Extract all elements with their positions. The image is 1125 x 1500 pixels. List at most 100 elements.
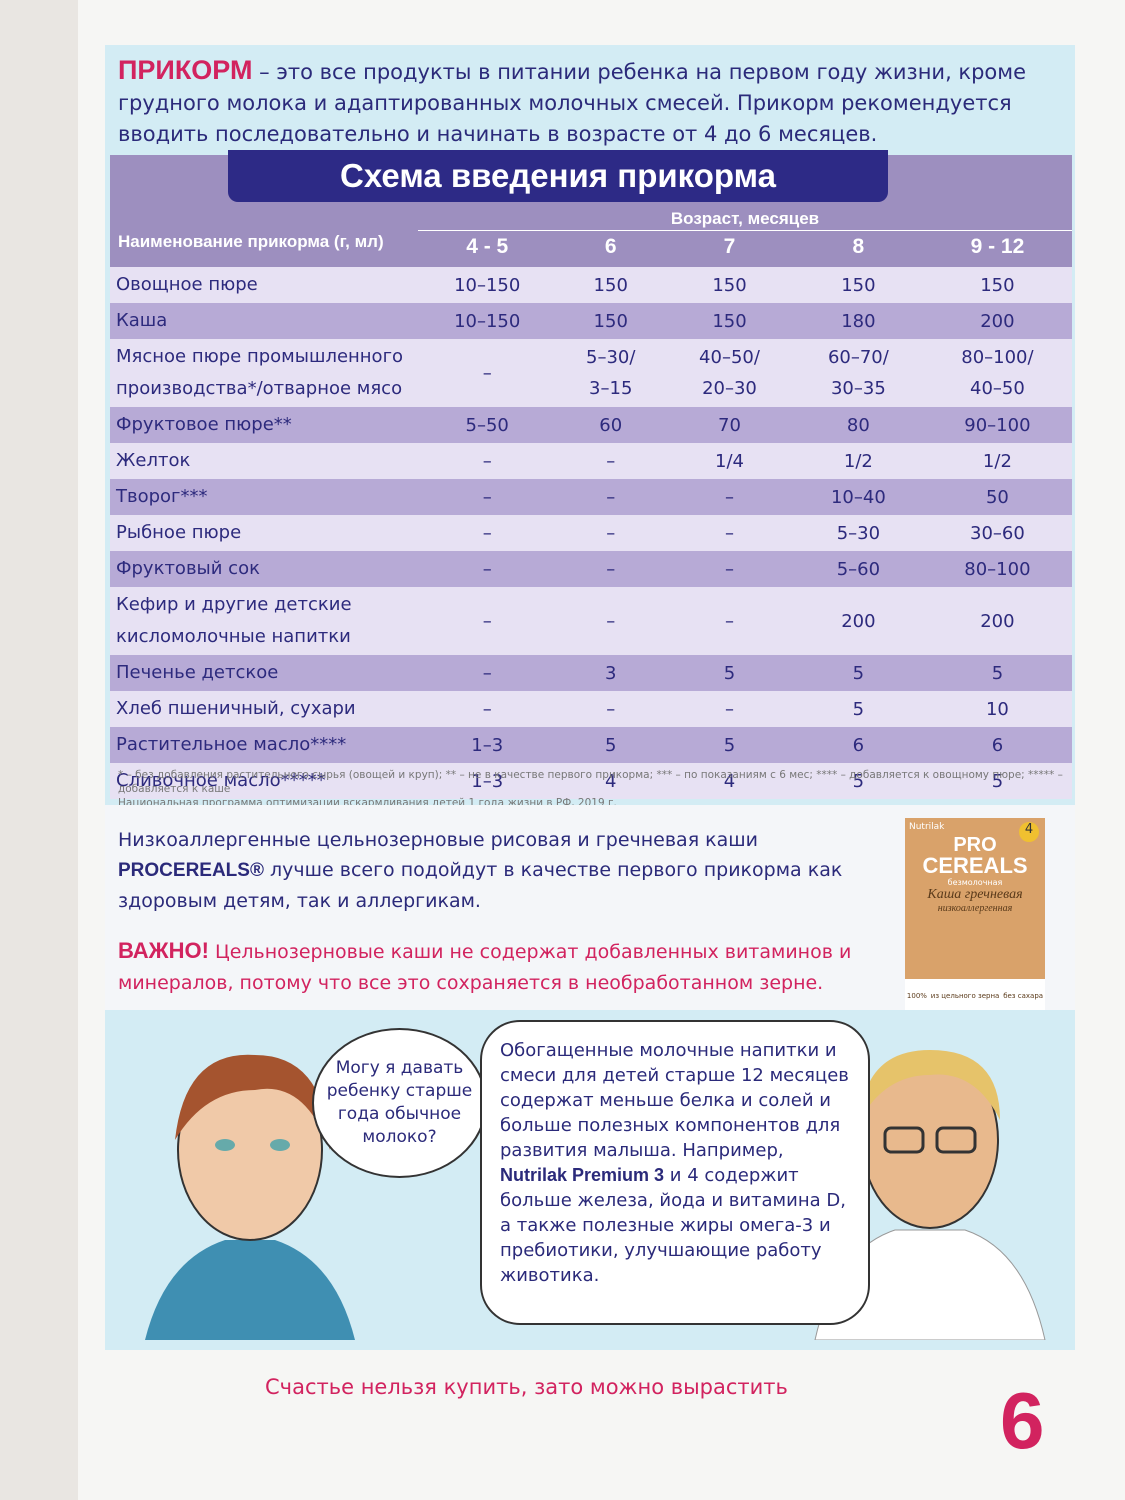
maker: Nutrilak [909, 822, 945, 832]
table-row: Мясное пюре промышленного производства*/… [110, 339, 1072, 407]
woman-hair [175, 1054, 330, 1150]
cell: – [724, 558, 734, 580]
cell: 60–70/ 30–35 [827, 347, 889, 399]
cell: – [482, 522, 492, 544]
cell: 10–40 [830, 486, 886, 508]
age: 7 [723, 235, 736, 258]
name-header: Наименование прикорма (г, мл) [118, 231, 384, 251]
cell: 5–30 [836, 522, 881, 544]
cell: 5 [723, 662, 736, 684]
age: 9 - 12 [970, 235, 1025, 258]
table-row: Хлеб пшеничный, сухари – – – 5 10 [110, 691, 1072, 727]
cell: – [724, 610, 734, 632]
table-row: Желток – – 1/4 1/2 1/2 [110, 443, 1072, 479]
table-row: Кефир и другие детские кисломолочные нап… [110, 587, 1072, 655]
cell: – [606, 558, 616, 580]
cell: 3 [605, 662, 617, 684]
cell: 6 [852, 734, 865, 756]
page-number: 6 [1000, 1376, 1045, 1465]
cell: 5 [852, 662, 865, 684]
cell: 150 [712, 310, 747, 332]
cell: 80 [846, 414, 870, 436]
table-row: Овощное пюре 10–150 150 150 150 150 [110, 267, 1072, 303]
cell: 1/2 [843, 450, 873, 472]
age: 6 [604, 235, 617, 258]
cell: – [606, 610, 616, 632]
row-name: Растительное масло**** [116, 734, 347, 755]
cell: 150 [980, 274, 1015, 296]
row-name: Кефир и другие детские кисломолочные нап… [116, 594, 352, 647]
cell: 5 [852, 698, 865, 720]
cell: 80–100/ 40–50 [961, 347, 1034, 399]
cell: 70 [718, 414, 741, 436]
cereals: CEREALS [922, 853, 1028, 878]
intro: ПРИКОРМ – это все продукты в питании реб… [118, 55, 1068, 150]
cell: 200 [980, 610, 1015, 632]
cell: 150 [593, 274, 628, 296]
cell: 80–100 [964, 558, 1031, 580]
table-row: Фруктовый сок – – – 5–60 80–100 [110, 551, 1072, 587]
ages-row: 4 - 5 6 7 8 9 - 12 [110, 230, 1072, 268]
package-name: Каша гречневая [927, 887, 1023, 902]
age-badge: 4 [1019, 822, 1039, 842]
cell: 150 [712, 274, 747, 296]
eye [270, 1139, 290, 1151]
cell: 6 [991, 734, 1004, 756]
footnote: * – без добавления растительного сырья (… [118, 769, 1063, 795]
cell: 5 [991, 662, 1004, 684]
table-row: Каша 10–150 150 150 180 200 [110, 303, 1072, 339]
age-header: Возраст, месяцев [670, 209, 820, 228]
table-row: Растительное масло**** 1–3 5 5 6 6 [110, 727, 1072, 763]
cell: 5 [991, 770, 1004, 792]
text: и 4 содержит больше железа, йода и витам… [500, 1165, 846, 1286]
cell: 10 [985, 698, 1009, 720]
cell: – [482, 698, 492, 720]
feeding-table: Наименование прикорма (г, мл) Возраст, м… [110, 205, 1072, 799]
cell: 1–3 [471, 734, 504, 756]
cell: 10–150 [454, 310, 521, 332]
cell: – [482, 558, 492, 580]
badge: без сахара [1003, 992, 1044, 1000]
answer-bubble: Обогащенные молочные напитки и смеси для… [480, 1020, 870, 1325]
cell: 90–100 [964, 414, 1031, 436]
cell: – [606, 450, 616, 472]
eye [215, 1139, 235, 1151]
subtitle: безмолочная [947, 878, 1003, 887]
cell: 50 [985, 486, 1009, 508]
glasses [935, 1126, 977, 1154]
intro-highlight: ПРИКОРМ [118, 55, 253, 85]
cell: – [482, 610, 492, 632]
question-bubble: Могу я давать ребенку старше года обычно… [312, 1028, 487, 1178]
table-row: Фруктовое пюре** 5–50 60 70 80 90–100 [110, 407, 1072, 443]
age: 4 - 5 [466, 235, 509, 258]
cell: – [482, 450, 492, 472]
row-name: Овощное пюре [116, 274, 258, 295]
cell: – [482, 362, 492, 384]
product-package: Nutrilak PRO CEREALS безмолочная Каша гр… [905, 818, 1045, 1013]
cell: 4 [723, 770, 736, 792]
important: ВАЖНО! Цельнозерновые каши не содержат д… [118, 935, 898, 999]
table-row: Сливочное масло***** 1–3 4 4 5 5 [110, 763, 1072, 799]
cell: 1–3 [471, 770, 504, 792]
cell: 5 [605, 734, 617, 756]
footnotes: * – без добавления растительного сырья (… [118, 768, 1078, 810]
cell: 40–50/ 20–30 [699, 347, 760, 399]
cell: – [724, 522, 734, 544]
cell: 4 [605, 770, 617, 792]
pro: PRO [953, 834, 997, 856]
cell: 1/4 [715, 450, 744, 472]
glasses [883, 1126, 925, 1154]
cell: – [482, 486, 492, 508]
row-name: Фруктовое пюре** [116, 414, 292, 435]
table-background [110, 155, 1072, 767]
cell: 30–60 [970, 522, 1025, 544]
row-name: Хлеб пшеничный, сухари [116, 698, 356, 719]
doctor-hair [860, 1050, 1000, 1120]
row-name: Творог*** [116, 486, 208, 507]
cell: 60 [599, 414, 623, 436]
table-row: Рыбное пюре – – – 5–30 30–60 [110, 515, 1072, 551]
text: лучше всего подойдут в качестве первого … [118, 859, 843, 912]
cell: – [724, 486, 734, 508]
cell: 5–50 [465, 414, 509, 436]
